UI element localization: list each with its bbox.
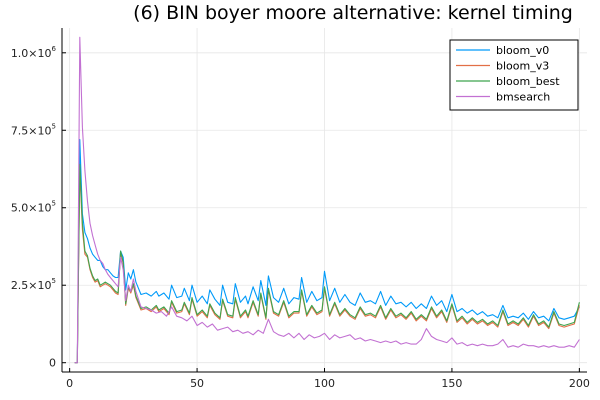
axes xyxy=(61,28,587,373)
y-tick-exponent: 6 xyxy=(52,45,57,53)
y-tick-label: 2.5×105 xyxy=(11,277,56,292)
x-tick-label: 200 xyxy=(569,377,590,390)
y-tick-exponent: 5 xyxy=(52,277,56,285)
x-tick-label: 100 xyxy=(314,377,335,390)
legend-box xyxy=(449,39,579,111)
y-tick-label: 5.0×105 xyxy=(11,200,56,215)
tick-labels: 0 50 100 150 200 0 2.5×105 5.0×105 7.5×105 1.0×10… xyxy=(11,45,590,390)
y-tick-label: 0 xyxy=(49,357,56,370)
plot-area: 0 50 100 150 200 0 2.5×105 5.0×105 7.5×105 1.0×10… xyxy=(11,28,590,390)
y-tick-label: 7.5×105 xyxy=(11,122,56,137)
y-tick-exponent: 5 xyxy=(52,122,56,130)
x-tick-label: 50 xyxy=(190,377,204,390)
legend-label: bloom_v0 xyxy=(496,44,549,57)
series-line-bloom-v0 xyxy=(74,139,580,364)
series-layer xyxy=(74,36,580,364)
legend: bloom_v0 bloom_v3 bloom_best bmsearch xyxy=(449,39,579,111)
y-tick-label: 1.0×106 xyxy=(11,45,57,60)
y-tick-exponent: 5 xyxy=(52,200,56,208)
series-line-bmsearch xyxy=(74,36,580,364)
x-tick-label: 150 xyxy=(441,377,462,390)
legend-label: bmsearch xyxy=(496,91,550,104)
chart-title: (6) BIN boyer moore alternative: kernel … xyxy=(133,2,573,24)
x-tick-label: 0 xyxy=(66,377,73,390)
legend-label: bloom_best xyxy=(496,75,560,88)
series-line-bloom-best xyxy=(74,163,580,364)
series-line-bloom-v3 xyxy=(74,170,580,364)
legend-label: bloom_v3 xyxy=(496,60,549,73)
